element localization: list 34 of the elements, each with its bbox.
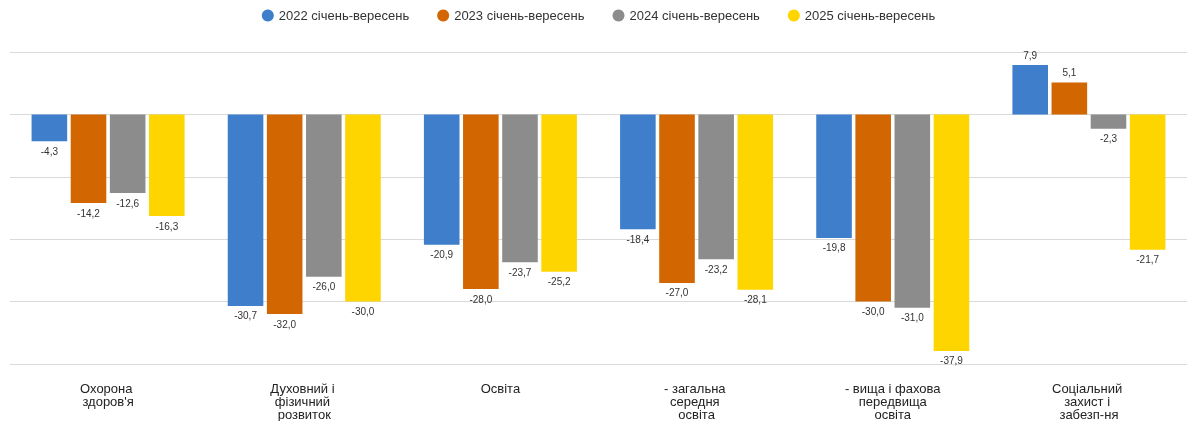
data-label: 5,1 (1062, 67, 1077, 79)
x-tick-label: - загальна середня освіта (663, 381, 730, 421)
legend-label: 2022 січень-вересень (278, 8, 410, 23)
legend-label: 2025 січень-вересень (804, 8, 936, 23)
data-label: -37,9 (940, 355, 964, 367)
data-label: -26,0 (312, 281, 336, 293)
data-label: 7,9 (1023, 49, 1038, 61)
data-label: -25,2 (547, 276, 571, 288)
data-label: -23,2 (704, 263, 728, 275)
data-label: -21,7 (1136, 254, 1160, 266)
data-label: -19,8 (822, 242, 846, 254)
x-tick-label: Соціальний захист і забезп-ня (1051, 381, 1126, 421)
data-label: -16,3 (155, 220, 179, 232)
data-label: -4,3 (40, 145, 59, 157)
data-label: -30,0 (861, 306, 886, 318)
data-label: -18,4 (626, 233, 650, 245)
data-label: -20,9 (430, 249, 454, 261)
data-label: -30,7 (234, 310, 258, 322)
x-tick-label: Духовний і фізичний розвиток (270, 381, 339, 421)
data-label: -23,7 (508, 266, 532, 278)
legend-label: 2024 січень-вересень (629, 8, 761, 23)
data-label: -31,0 (900, 312, 925, 324)
data-label: -27,0 (665, 287, 689, 299)
data-label: -28,0 (469, 293, 493, 305)
x-tick-label: - вища і фахова передвища освіта (844, 381, 942, 421)
data-label: -28,1 (743, 294, 768, 306)
data-label: -32,0 (273, 318, 297, 330)
data-label: -2,3 (1099, 133, 1118, 145)
x-tick-label: Охорона здоров'я (80, 381, 137, 409)
x-tick-label: Освіта (480, 381, 521, 396)
data-label: -30,0 (351, 306, 375, 318)
data-label: -14,2 (77, 207, 101, 219)
data-label: -12,6 (116, 197, 140, 209)
legend-label: 2023 січень-вересень (454, 8, 585, 23)
